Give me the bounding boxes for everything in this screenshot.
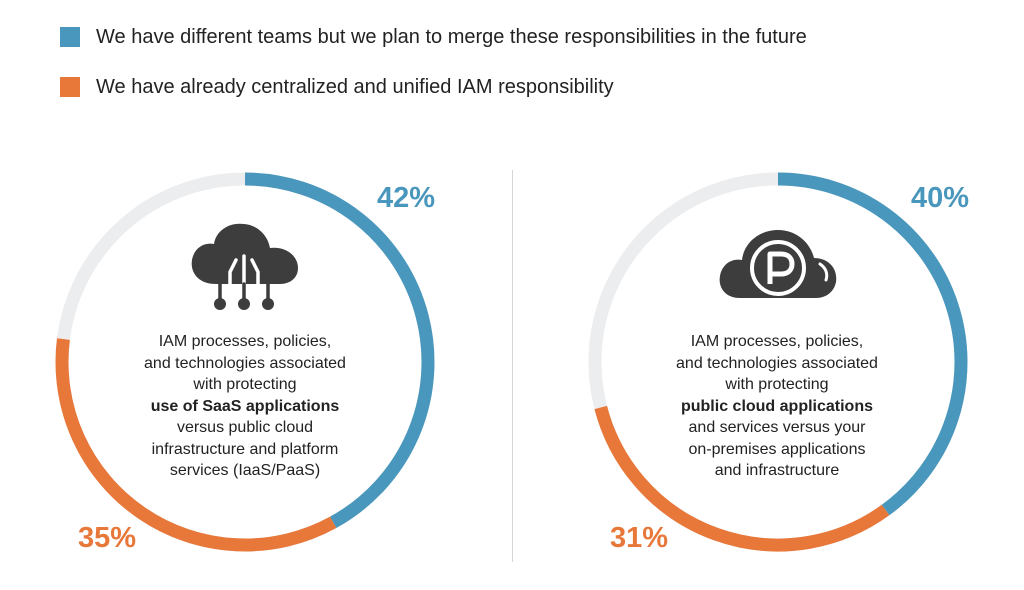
- donut-description-public-cloud: IAM processes, policies, and technologie…: [657, 331, 897, 482]
- data-label-blue: 42%: [377, 182, 436, 214]
- data-label-orange: 35%: [78, 522, 137, 554]
- cloud-p-icon: [716, 224, 840, 307]
- legend: We have different teams but we plan to m…: [60, 22, 807, 122]
- chart-divider: [512, 170, 513, 562]
- description-line: and infrastructure: [714, 462, 840, 479]
- description-line: versus public cloud: [176, 419, 314, 436]
- legend-item-centralized: We have already centralized and unified …: [60, 72, 807, 102]
- donut-description-saas: IAM processes, policies, and technologie…: [125, 331, 365, 482]
- legend-swatch-orange: [60, 77, 80, 97]
- description-line: IAM processes, policies,: [690, 333, 864, 350]
- legend-label: We have already centralized and unified …: [96, 75, 614, 98]
- data-label-orange: 31%: [610, 522, 669, 554]
- description-line: with protecting: [193, 376, 297, 393]
- description-line: with protecting: [725, 376, 829, 393]
- description-line: and technologies associated: [144, 354, 346, 372]
- description-emphasis: use of SaaS applications: [150, 397, 340, 415]
- description-emphasis: public cloud applications: [680, 397, 873, 415]
- description-line: and technologies associated: [676, 354, 878, 372]
- legend-item-different-teams: We have different teams but we plan to m…: [60, 22, 807, 52]
- legend-swatch-blue: [60, 27, 80, 47]
- description-line: on-premises applications: [688, 440, 866, 458]
- legend-label: We have different teams but we plan to m…: [96, 25, 807, 48]
- description-line: services (IaaS/PaaS): [169, 462, 321, 479]
- donut-segment-orange: [55, 338, 337, 552]
- donut-segment-blue: [244, 172, 435, 529]
- donut-segment-blue: [777, 172, 968, 516]
- cloud-circuit-icon: [186, 216, 304, 321]
- description-line: and services versus your: [688, 419, 866, 436]
- description-line: infrastructure and platform: [151, 440, 339, 458]
- data-label-blue: 40%: [911, 182, 970, 214]
- donut-segment-orange: [594, 405, 890, 552]
- description-line: IAM processes, policies,: [158, 333, 332, 350]
